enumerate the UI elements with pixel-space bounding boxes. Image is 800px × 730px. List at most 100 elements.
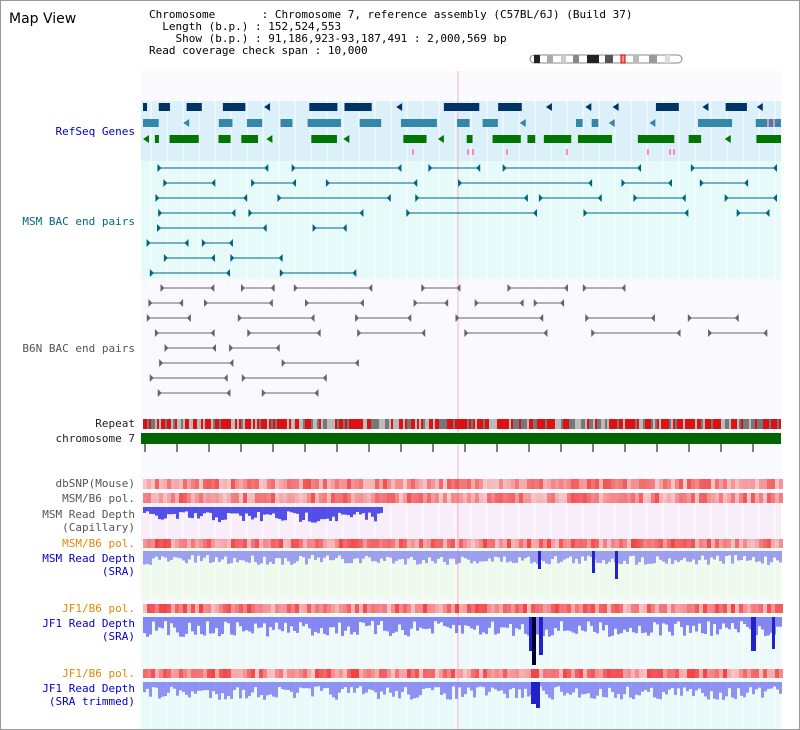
- track-label-chromosome[interactable]: chromosome 7: [55, 432, 135, 445]
- repeat-element: [319, 419, 321, 429]
- track-label-msm-depth-sra[interactable]: MSM Read Depth: [42, 552, 135, 565]
- msm-pol-cell: [343, 493, 347, 503]
- msm-pol-cell: [647, 539, 651, 548]
- length-value: 152,524,553: [268, 20, 342, 33]
- msm-pol-cell: [495, 539, 499, 548]
- track-label-jf1-pol-1[interactable]: JF1/B6 pol.: [62, 602, 135, 615]
- repeat-element: [439, 419, 441, 429]
- track-label-b6n-bac[interactable]: B6N BAC end pairs: [22, 342, 135, 355]
- jf1-trim-depth-bar: [530, 682, 533, 695]
- refseq-marker: [412, 149, 414, 155]
- repeat-element: [631, 419, 633, 429]
- repeat-element: [217, 419, 219, 429]
- b6n-bac-pair-end: [316, 329, 321, 337]
- chromosome-ideogram[interactable]: [529, 53, 685, 65]
- track-label-refseq[interactable]: RefSeq Genes: [55, 125, 135, 138]
- msm-sra-depth-bar: [692, 551, 695, 560]
- repeat-element: [151, 419, 153, 429]
- msm-pol-cell: [487, 493, 491, 503]
- jf1-pol-cell: [711, 604, 715, 613]
- jf1-sra-depth-bar: [650, 617, 653, 633]
- msm-sra-depth-bar: [680, 551, 683, 561]
- jf1-sra-depth-bar: [194, 617, 197, 635]
- track-label-jf1-pol-2[interactable]: JF1/B6 pol.: [62, 667, 135, 680]
- msm-pol-cell: [483, 539, 487, 548]
- msm-pol-cell: [539, 539, 543, 548]
- track-label-msm-depth-cap[interactable]: MSM Read Depth: [42, 508, 135, 521]
- dbsnp-density-cell: [455, 479, 459, 489]
- dbsnp-density-cell: [691, 479, 695, 489]
- track-label-msm-bac[interactable]: MSM BAC end pairs: [22, 215, 135, 228]
- track-label-dbsnp[interactable]: dbSNP(Mouse): [55, 477, 135, 490]
- msm-sra-depth-bar: [545, 551, 548, 564]
- msm-bac-pair-end: [538, 194, 543, 202]
- jf1-sra-depth-bar: [353, 617, 356, 633]
- repeat-element: [737, 419, 739, 429]
- msm-pol-cell: [563, 539, 567, 548]
- track-label-repeat[interactable]: Repeat: [95, 417, 135, 430]
- repeat-element: [651, 419, 653, 429]
- refseq-gene-arrow: [608, 119, 615, 127]
- repeat-element: [727, 419, 729, 429]
- repeat-element: [215, 419, 217, 429]
- jf1-pol-cell: [207, 669, 211, 678]
- track-label-msm-pol-2[interactable]: MSM/B6 pol.: [62, 537, 135, 550]
- msm-pol-cell: [631, 539, 635, 548]
- jf1-sra-depth-bar: [410, 617, 413, 629]
- jf1-pol-cell: [323, 604, 327, 613]
- track-label-jf1-depth[interactable]: JF1 Read Depth: [42, 617, 135, 630]
- jf1-pol-cell: [411, 669, 415, 678]
- msm-pol-cell: [187, 493, 191, 503]
- repeat-element: [451, 419, 453, 429]
- dbsnp-density-cell: [271, 479, 275, 489]
- msm-pol-cell: [311, 493, 315, 503]
- msm-pol-cell: [523, 539, 527, 548]
- msm-pol-cell: [315, 493, 319, 503]
- jf1-pol-cell: [431, 669, 435, 678]
- track-label-jf1-trim[interactable]: JF1 Read Depth: [42, 682, 135, 695]
- dbsnp-density-cell: [611, 479, 615, 489]
- jf1-sra-depth-bar: [758, 617, 761, 627]
- msm-pol-cell: [239, 493, 243, 503]
- repeat-element: [205, 419, 207, 429]
- msm-sra-depth-bar: [638, 551, 641, 563]
- msm-bac-pair-end: [157, 164, 162, 172]
- b6n-bac-pair-end: [421, 284, 426, 292]
- jf1-trim-depth-bar: [491, 682, 494, 688]
- msm-capillary-depth-bar: [239, 507, 242, 516]
- track-label-msm-pol-1[interactable]: MSM/B6 pol.: [62, 492, 135, 505]
- jf1-pol-cell: [291, 669, 295, 678]
- jf1-pol-cell: [163, 604, 167, 613]
- dbsnp-density-cell: [527, 479, 531, 489]
- jf1-pol-cell: [383, 669, 387, 678]
- msm-bac-pair-end: [243, 194, 248, 202]
- dbsnp-density-cell: [731, 479, 735, 489]
- msm-sra-depth-bar: [779, 551, 782, 563]
- msm-pol-cell: [519, 539, 523, 548]
- jf1-sra-depth-bar: [317, 617, 320, 634]
- jf1-pol-cell: [319, 669, 323, 678]
- repeat-element: [363, 419, 365, 429]
- jf1-pol-cell: [495, 604, 499, 613]
- msm-capillary-depth-bar: [200, 507, 203, 517]
- jf1-trim-depth-bar: [590, 682, 593, 699]
- dbsnp-density-cell: [327, 479, 331, 489]
- repeat-element: [535, 419, 537, 429]
- jf1-trim-depth-bar: [770, 682, 773, 689]
- msm-pol-cell: [603, 539, 607, 548]
- msm-sra-depth-bar: [479, 551, 482, 562]
- repeat-element: [347, 419, 349, 429]
- jf1-pol-cell: [779, 604, 783, 613]
- jf1-sra-depth-bar: [611, 617, 614, 636]
- jf1-sra-depth-bar: [677, 617, 680, 622]
- repeat-element: [655, 419, 657, 429]
- msm-bac-pair-end: [523, 194, 528, 202]
- repeat-element: [253, 419, 255, 429]
- jf1-sra-depth-bar: [206, 617, 209, 622]
- msm-sra-depth-bar: [146, 551, 149, 564]
- msm-capillary-depth-bar: [209, 507, 212, 513]
- msm-bac-pair-end: [736, 209, 741, 217]
- msm-pol-cell: [735, 539, 739, 548]
- jf1-sra-depth-bar: [296, 617, 299, 633]
- repeat-element: [701, 419, 703, 429]
